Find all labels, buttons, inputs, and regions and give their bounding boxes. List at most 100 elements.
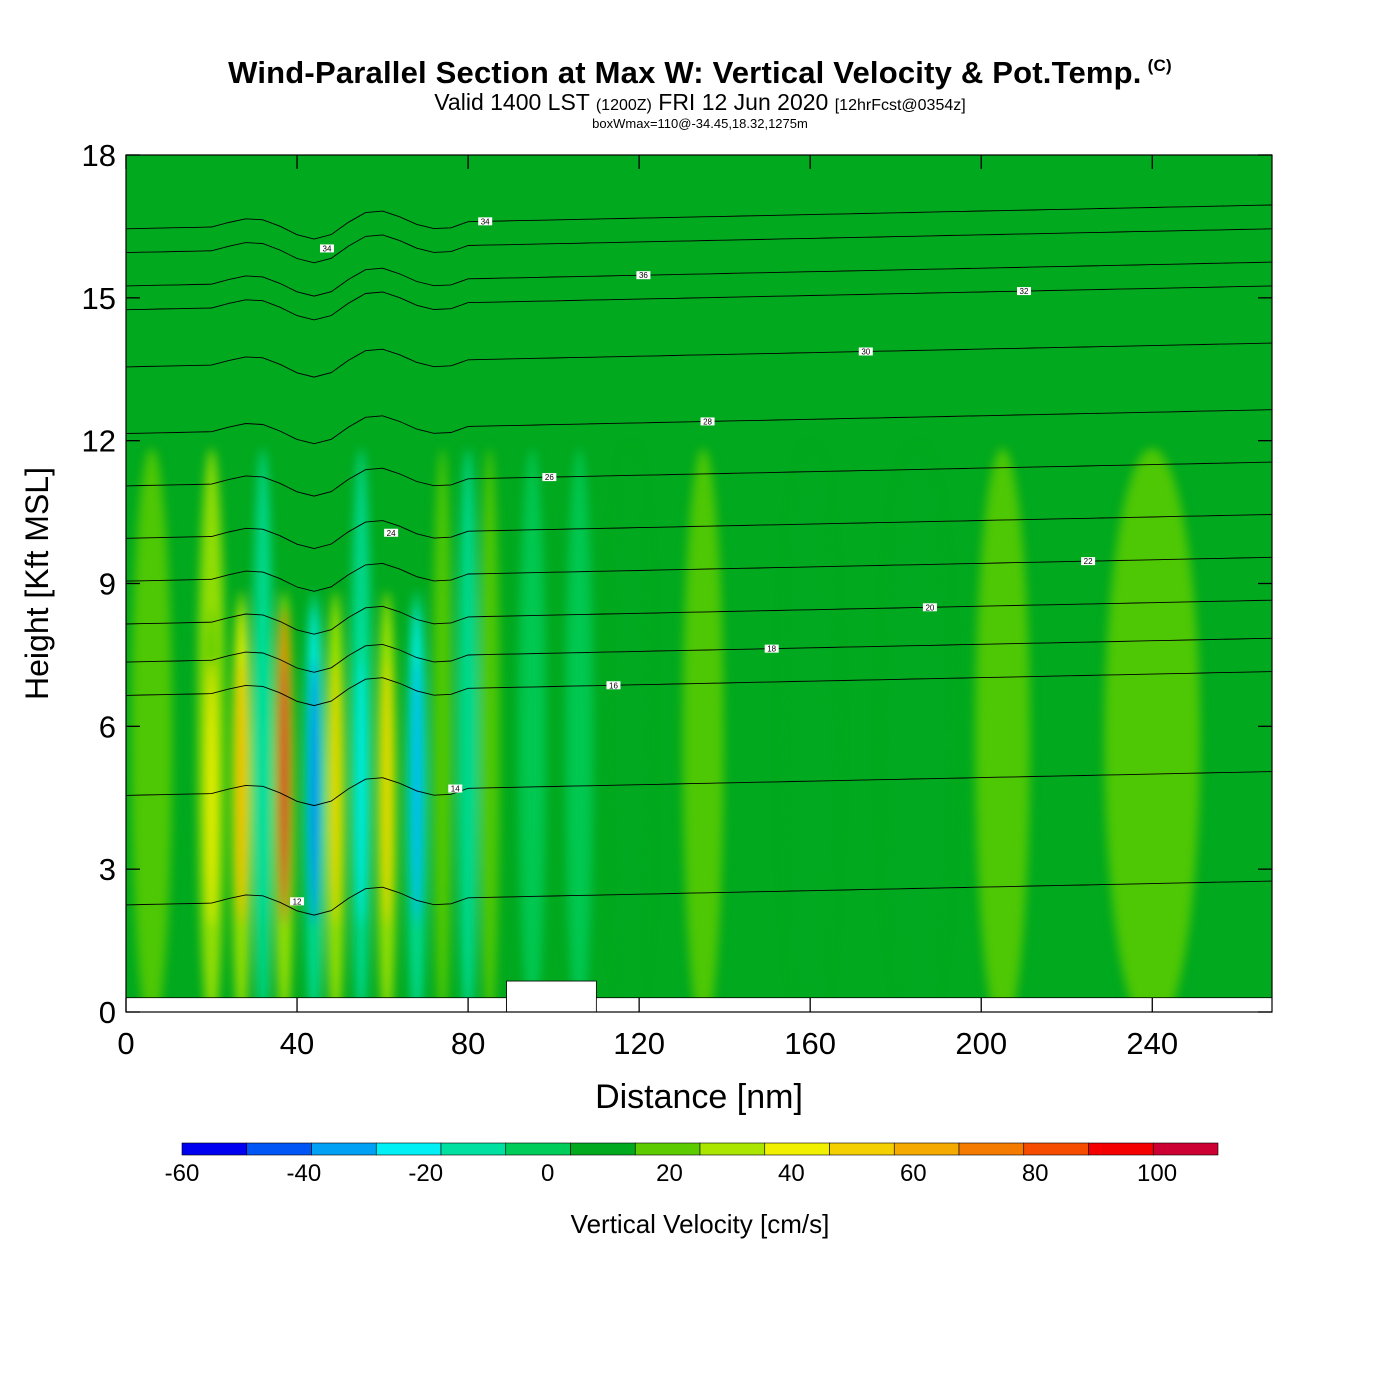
w-band-halo [479, 448, 500, 1012]
theta-label-bg [922, 603, 937, 612]
theta-contour-line [126, 514, 1272, 549]
theta-contour-line [126, 556, 1272, 592]
y-tick-label: 15 [82, 281, 116, 316]
theta-label-bg [636, 271, 651, 280]
valid-time-line: Valid 1400 LST (1200Z) FRI 12 Jun 2020 [… [0, 91, 1400, 117]
theta-label-bg [319, 244, 334, 253]
w-band-peak [357, 659, 366, 927]
terrain-block [595, 997, 1272, 1012]
theta-contour-line [126, 342, 1272, 378]
theta-contour-line [126, 771, 1272, 807]
valid-main: Valid 1400 LST [434, 89, 590, 115]
box-max-info: boxWmax=110@-34.45,18.32,1275m [592, 116, 808, 131]
title-text: Wind-Parallel Section at Max W: Vertical… [228, 55, 1142, 90]
colorbar-swatch [958, 1142, 1025, 1156]
colorbar-tick-label: -60 [165, 1160, 200, 1187]
colorbar-swatch [246, 1142, 312, 1156]
y-axis-label: Height [Kft MSL] [19, 467, 55, 700]
w-band-peak [331, 659, 340, 927]
copyright-mark: (C) [1147, 56, 1172, 75]
x-axis-label: Distance [nm] [595, 1078, 803, 1116]
colorbar-swatch [1023, 1142, 1089, 1156]
theta-label-bg [764, 644, 779, 653]
theta-contour-label: 34 [481, 217, 490, 226]
w-band-peak [382, 659, 391, 927]
x-tick-label: 80 [451, 1026, 485, 1061]
theta-contour-line [126, 409, 1272, 445]
theta-contour-label: 18 [767, 645, 776, 654]
theta-label-bg [542, 473, 557, 482]
theta-contour-label: 30 [861, 348, 870, 357]
colorbar-label: Vertical Velocity [cm/s] [571, 1209, 830, 1239]
theta-label-bg [448, 784, 463, 793]
colorbar-tick-label: -40 [287, 1160, 322, 1187]
colorbar-swatch [505, 1142, 571, 1156]
colorbar-swatch [1152, 1142, 1219, 1156]
theta-contour-line [126, 880, 1272, 916]
theta-contour-label: 36 [639, 271, 648, 280]
forecast-info: [12hrFcst@0354z] [834, 97, 966, 114]
w-band-halo [131, 448, 173, 1012]
colorbar-tick-label: 80 [1022, 1160, 1049, 1187]
theta-contour-line [126, 204, 1272, 240]
colorbar-tick-label: 40 [778, 1160, 805, 1187]
chart-title: Wind-Parallel Section at Max W: Vertical… [0, 48, 1400, 91]
colorbar-swatch [440, 1142, 507, 1156]
w-field [131, 448, 1201, 1012]
y-tick-label: 18 [82, 138, 116, 173]
colorbar-tick-label: -20 [408, 1160, 443, 1187]
theta-contour-label: 22 [1084, 557, 1093, 566]
colorbar: -60 -40 -20 0 20 40 60 80 100 Vertical Velocity [… [165, 1142, 1219, 1239]
colorbar-swatch [699, 1142, 766, 1156]
theta-label-bg [1016, 287, 1031, 296]
theta-label-bg [858, 347, 873, 356]
title-block: Wind-Parallel Section at Max W: Vertical… [0, 48, 1400, 131]
colorbar-tick-label: 100 [1137, 1160, 1177, 1187]
y-tick-label: 6 [99, 709, 116, 744]
x-tick-label: 0 [117, 1026, 134, 1061]
theta-contour-label: 28 [703, 417, 712, 426]
colorbar-swatch [1088, 1142, 1154, 1156]
w-band-peak [280, 659, 289, 927]
theta-contour-label: 20 [925, 603, 934, 612]
w-band-halo [975, 448, 1030, 1012]
x-tick-label: 200 [955, 1026, 1007, 1061]
theta-contour-line [126, 599, 1272, 635]
x-tick-label: 40 [280, 1026, 314, 1061]
w-band-halo [1104, 448, 1201, 1012]
colorbar-tick-label: 20 [656, 1160, 683, 1187]
w-band-peak [206, 659, 217, 927]
theta-label-bg [1081, 557, 1096, 566]
colorbar-tick-label: 0 [541, 1160, 554, 1187]
colorbar-swatch [181, 1142, 248, 1156]
y-tick-label: 9 [99, 567, 116, 602]
colorbar-swatch [764, 1142, 830, 1156]
plot-area: 12 14 16 18 20 22 24 26 28 30 32 34 34 36 [126, 155, 1272, 1012]
w-band-peak [258, 659, 267, 927]
w-band-peak [310, 659, 318, 927]
w-band-halo [518, 448, 546, 1012]
theta-contour-label: 34 [323, 244, 332, 253]
x-tick-label: 160 [784, 1026, 836, 1061]
valid-date: FRI 12 Jun 2020 [658, 89, 829, 115]
theta-contour-label: 32 [1020, 287, 1029, 296]
w-band-halo [432, 448, 453, 1012]
theta-contour-line [126, 637, 1272, 673]
theta-contours: 12 14 16 18 20 22 24 26 28 30 32 34 34 36 [126, 204, 1272, 916]
w-band-peak [412, 659, 421, 927]
theta-contour-line [126, 671, 1272, 707]
theta-contour-label: 12 [293, 897, 302, 906]
y-tick-label: 12 [82, 424, 116, 459]
colorbar-swatch [893, 1142, 960, 1156]
terrain-block [506, 980, 597, 1012]
valid-utc: (1200Z) [595, 97, 652, 114]
theta-contour-label: 24 [387, 529, 396, 538]
colorbar-swatch [375, 1142, 442, 1156]
colorbar-swatch [311, 1142, 377, 1156]
w-band-halo [682, 448, 724, 1012]
y-tick-label: 3 [99, 852, 116, 887]
terrain [126, 980, 1272, 1012]
theta-label-bg [290, 897, 305, 906]
